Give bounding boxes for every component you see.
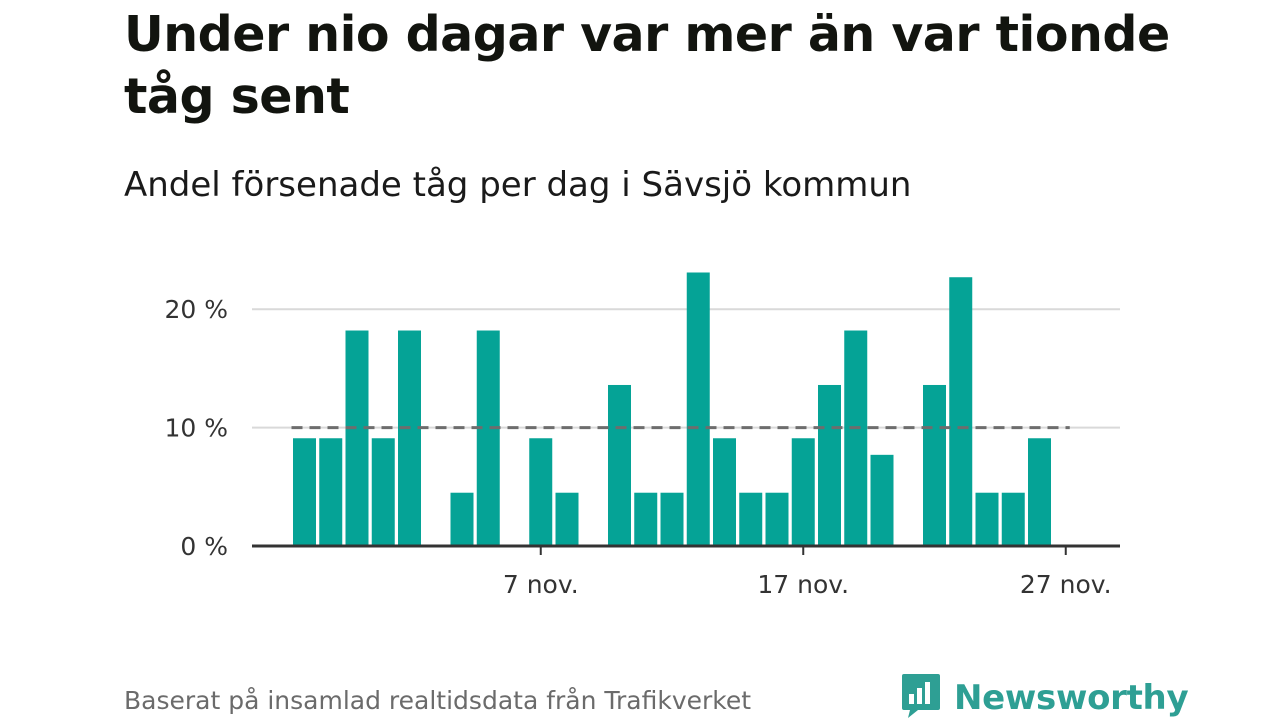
chart-title: Under nio dagar var mer än var tionde tå… xyxy=(124,6,1170,125)
y-tick-label: 10 % xyxy=(164,414,228,443)
bar xyxy=(844,330,868,546)
bar xyxy=(818,384,841,546)
bar xyxy=(476,330,500,546)
x-tick-label: 27 nov. xyxy=(1020,570,1112,599)
brand-name: Newsworthy xyxy=(954,678,1189,718)
bar xyxy=(975,492,999,546)
bars xyxy=(293,272,1051,546)
x-tick-label: 17 nov. xyxy=(757,570,849,599)
bar xyxy=(660,492,684,546)
bar xyxy=(608,384,631,546)
bar xyxy=(870,454,894,546)
bar xyxy=(634,492,658,546)
bar xyxy=(319,438,343,546)
bar xyxy=(398,330,421,546)
bar xyxy=(791,438,815,546)
bar xyxy=(293,438,316,546)
bar xyxy=(739,492,763,546)
bar xyxy=(555,492,579,546)
bar xyxy=(686,272,710,546)
y-tick-label: 0 % xyxy=(180,532,228,561)
gridlines xyxy=(252,308,1120,429)
bar xyxy=(450,492,474,546)
bar xyxy=(1001,492,1025,546)
bar xyxy=(949,277,973,546)
bar xyxy=(529,438,553,546)
bar xyxy=(713,438,736,546)
source-note: Baserat på insamlad realtidsdata från Tr… xyxy=(124,686,752,715)
bar xyxy=(345,330,369,546)
chart-subtitle: Andel försenade tåg per dag i Sävsjö kom… xyxy=(124,165,912,205)
x-tick-label: 7 nov. xyxy=(503,570,579,599)
bar xyxy=(371,438,395,546)
bar-chart-speech-bubble-icon xyxy=(900,672,942,724)
bar xyxy=(765,492,789,546)
axes: 0 % 10 % 20 % 7 nov. 17 nov. 27 nov. xyxy=(164,295,1120,599)
bar xyxy=(1028,438,1051,546)
bar xyxy=(923,384,946,546)
brand-logo: Newsworthy xyxy=(900,672,1189,724)
y-tick-label: 20 % xyxy=(164,295,228,324)
bar-chart: 0 % 10 % 20 % 7 nov. 17 nov. 27 nov. xyxy=(164,272,1120,599)
